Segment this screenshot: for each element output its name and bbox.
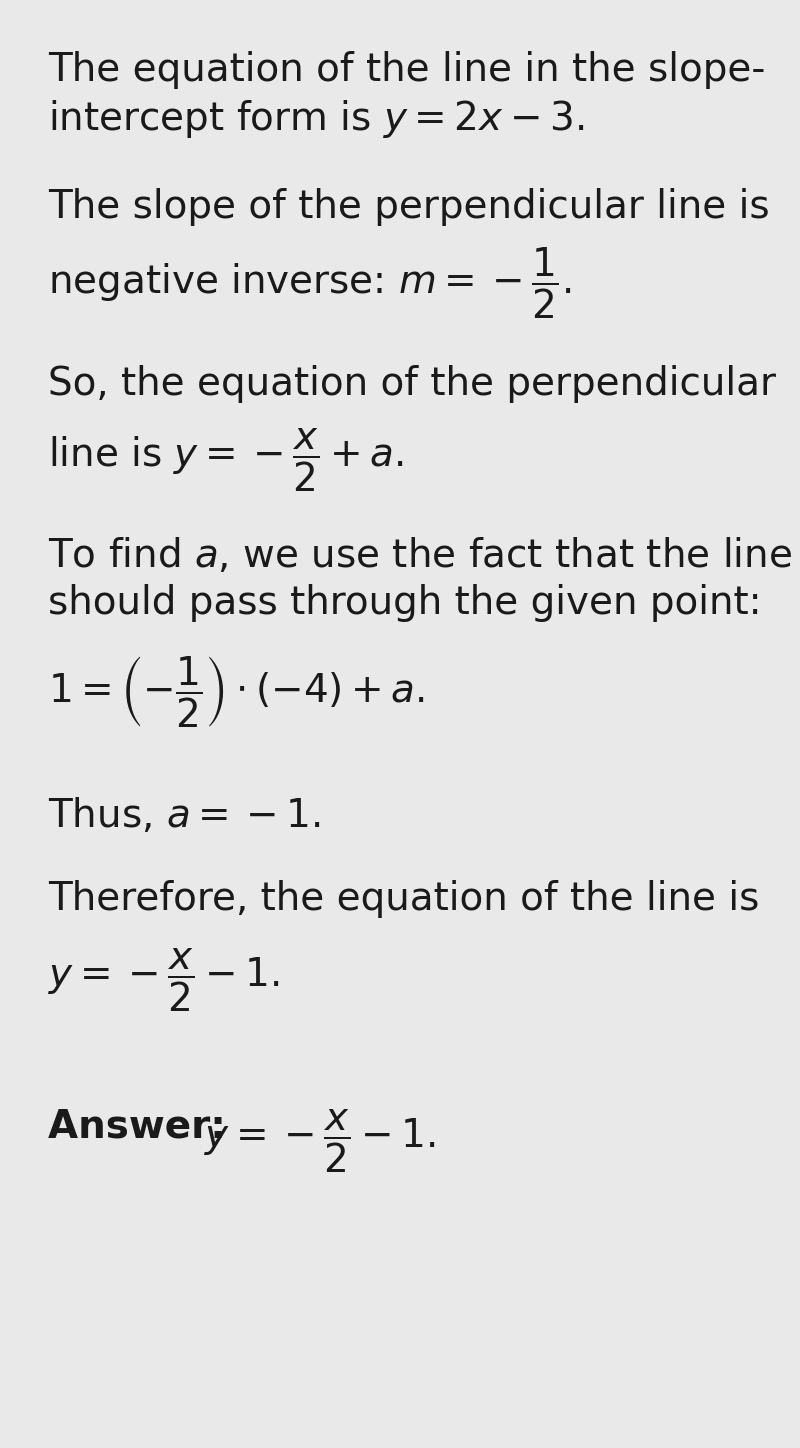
Text: should pass through the given point:: should pass through the given point: <box>48 584 762 621</box>
Text: $y = -\dfrac{x}{2} - 1$.: $y = -\dfrac{x}{2} - 1$. <box>204 1108 435 1174</box>
Text: $y = -\dfrac{x}{2} - 1$.: $y = -\dfrac{x}{2} - 1$. <box>48 947 279 1014</box>
Text: Therefore, the equation of the line is: Therefore, the equation of the line is <box>48 880 759 918</box>
Text: The equation of the line in the slope-: The equation of the line in the slope- <box>48 51 766 88</box>
Text: To find $a$, we use the fact that the line: To find $a$, we use the fact that the li… <box>48 536 792 575</box>
Text: negative inverse: $m = -\dfrac{1}{2}$.: negative inverse: $m = -\dfrac{1}{2}$. <box>48 246 571 321</box>
Text: intercept form is $y = 2x - 3$.: intercept form is $y = 2x - 3$. <box>48 98 584 140</box>
Text: The slope of the perpendicular line is: The slope of the perpendicular line is <box>48 188 770 226</box>
Text: line is $y = -\dfrac{x}{2} + a$.: line is $y = -\dfrac{x}{2} + a$. <box>48 427 404 494</box>
Text: So, the equation of the perpendicular: So, the equation of the perpendicular <box>48 365 776 403</box>
Text: Thus, $a = -1$.: Thus, $a = -1$. <box>48 796 320 835</box>
Text: Answer:: Answer: <box>48 1108 239 1145</box>
Text: $1 = \left(-\dfrac{1}{2}\right) \cdot (-4) + a.$: $1 = \left(-\dfrac{1}{2}\right) \cdot (-… <box>48 654 425 730</box>
